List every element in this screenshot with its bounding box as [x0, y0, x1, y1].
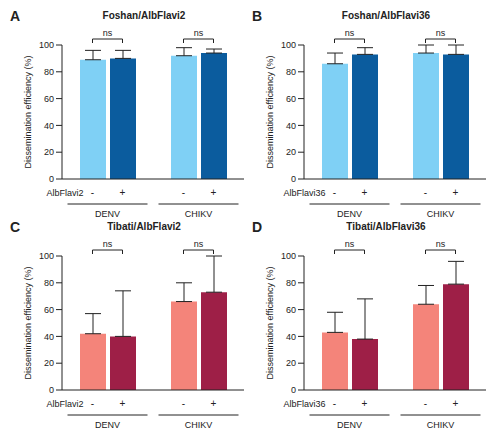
svg-text:+: + [120, 187, 126, 198]
svg-text:DENV: DENV [337, 420, 362, 430]
svg-text:-: - [91, 187, 94, 198]
svg-text:100: 100 [39, 40, 54, 50]
svg-text:60: 60 [286, 305, 296, 315]
svg-text:AlbFlavi36: AlbFlavi36 [283, 399, 325, 409]
svg-text:+: + [362, 398, 368, 409]
svg-text:80: 80 [286, 278, 296, 288]
svg-text:+: + [120, 398, 126, 409]
svg-text:80: 80 [44, 278, 54, 288]
svg-text:DENV: DENV [95, 209, 120, 219]
svg-text:-: - [333, 398, 336, 409]
svg-text:ns: ns [103, 239, 113, 249]
svg-text:0: 0 [49, 174, 54, 184]
svg-text:-: - [182, 398, 185, 409]
svg-text:AlbFlavi2: AlbFlavi2 [46, 399, 83, 409]
svg-text:+: + [211, 187, 217, 198]
svg-text:100: 100 [281, 40, 296, 50]
html-text:D: D [252, 219, 263, 235]
svg-text:80: 80 [44, 67, 54, 77]
svg-text:40: 40 [286, 332, 296, 342]
svg-text:CHIKV: CHIKV [427, 209, 455, 219]
svg-text:20: 20 [44, 147, 54, 157]
svg-text:40: 40 [44, 121, 54, 131]
svg-text:ns: ns [436, 28, 446, 38]
svg-text:40: 40 [44, 332, 54, 342]
svg-text:DENV: DENV [337, 209, 362, 219]
svg-text:0: 0 [291, 174, 296, 184]
svg-text:CHIKV: CHIKV [427, 420, 455, 430]
svg-text:DENV: DENV [95, 420, 120, 430]
svg-text:100: 100 [39, 251, 54, 261]
svg-text:+: + [211, 398, 217, 409]
svg-text:AlbFlavi2: AlbFlavi2 [46, 188, 83, 198]
svg-text:20: 20 [44, 358, 54, 368]
svg-text:Dissemination efficiency (%): Dissemination efficiency (%) [265, 56, 275, 169]
svg-text:-: - [424, 187, 427, 198]
svg-text:-: - [424, 398, 427, 409]
svg-text:CHIKV: CHIKV [185, 420, 213, 430]
svg-text:-: - [182, 187, 185, 198]
svg-text:20: 20 [286, 358, 296, 368]
svg-text:Dissemination efficiency (%): Dissemination efficiency (%) [23, 267, 33, 380]
svg-text:+: + [453, 398, 459, 409]
html-text:Foshan/AlbFlavi2: Foshan/AlbFlavi2 [102, 10, 186, 21]
html-text:Foshan/AlbFlavi36: Foshan/AlbFlavi36 [341, 10, 431, 21]
svg-text:80: 80 [286, 67, 296, 77]
html-text:Tibati/AlbFlavi36: Tibati/AlbFlavi36 [346, 221, 426, 232]
svg-text:ns: ns [103, 28, 113, 38]
html-text:C: C [10, 219, 21, 235]
svg-text:60: 60 [286, 94, 296, 104]
svg-text:ns: ns [345, 28, 355, 38]
svg-text:0: 0 [291, 385, 296, 395]
html-text:A: A [10, 8, 21, 24]
svg-text:60: 60 [44, 94, 54, 104]
svg-text:Dissemination efficiency (%): Dissemination efficiency (%) [23, 56, 33, 169]
svg-text:ns: ns [194, 239, 204, 249]
svg-text:40: 40 [286, 121, 296, 131]
svg-text:ns: ns [194, 28, 204, 38]
svg-text:AlbFlavi36: AlbFlavi36 [283, 188, 325, 198]
svg-text:ns: ns [345, 239, 355, 249]
svg-text:Dissemination efficiency (%): Dissemination efficiency (%) [265, 267, 275, 380]
svg-text:ns: ns [436, 239, 446, 249]
svg-text:-: - [91, 398, 94, 409]
svg-text:100: 100 [281, 251, 296, 261]
html-text:Tibati/AlbFlavi2: Tibati/AlbFlavi2 [107, 221, 181, 232]
svg-text:60: 60 [44, 305, 54, 315]
svg-text:CHIKV: CHIKV [185, 209, 213, 219]
svg-text:+: + [362, 187, 368, 198]
html-text:B: B [252, 8, 263, 24]
svg-text:0: 0 [49, 385, 54, 395]
svg-text:+: + [453, 187, 459, 198]
svg-text:20: 20 [286, 147, 296, 157]
svg-text:-: - [333, 187, 336, 198]
